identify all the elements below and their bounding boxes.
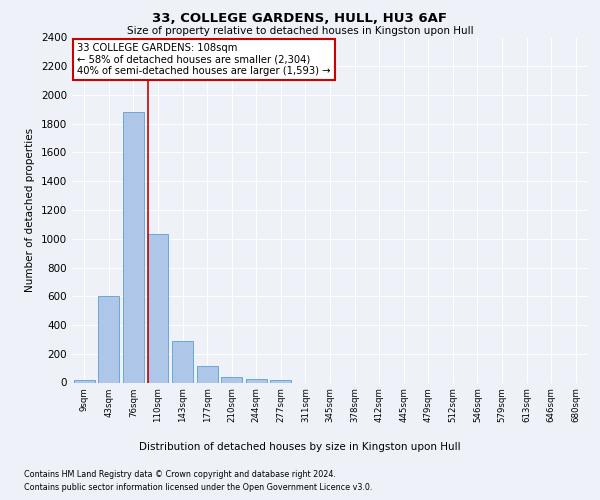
Bar	[98, 296, 119, 382]
Text: Contains public sector information licensed under the Open Government Licence v3: Contains public sector information licen…	[24, 482, 373, 492]
Bar	[123, 112, 144, 382]
Bar	[74, 380, 95, 382]
Text: Size of property relative to detached houses in Kingston upon Hull: Size of property relative to detached ho…	[127, 26, 473, 36]
Bar	[197, 366, 218, 382]
Bar	[172, 341, 193, 382]
Bar	[246, 379, 267, 382]
Text: 33, COLLEGE GARDENS, HULL, HU3 6AF: 33, COLLEGE GARDENS, HULL, HU3 6AF	[152, 12, 448, 26]
Text: 33 COLLEGE GARDENS: 108sqm
← 58% of detached houses are smaller (2,304)
40% of s: 33 COLLEGE GARDENS: 108sqm ← 58% of deta…	[77, 42, 331, 76]
Text: Distribution of detached houses by size in Kingston upon Hull: Distribution of detached houses by size …	[139, 442, 461, 452]
Bar	[221, 377, 242, 382]
Bar	[148, 234, 169, 382]
Y-axis label: Number of detached properties: Number of detached properties	[25, 128, 35, 292]
Bar	[271, 380, 292, 382]
Text: Contains HM Land Registry data © Crown copyright and database right 2024.: Contains HM Land Registry data © Crown c…	[24, 470, 336, 479]
